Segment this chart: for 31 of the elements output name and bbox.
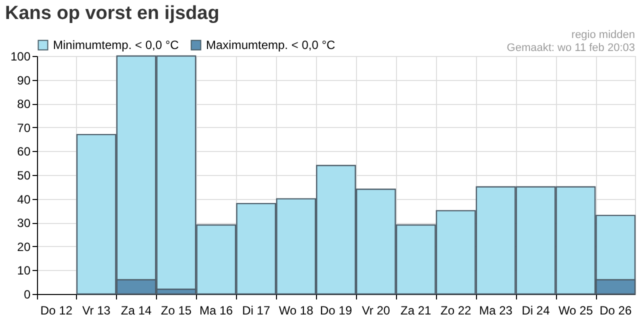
x-tick-label: Do 12 — [40, 304, 73, 318]
x-tick-label: Zo 15 — [160, 304, 192, 318]
x-tick-label: Vr 13 — [82, 304, 111, 318]
x-tick-label: Ma 16 — [199, 304, 234, 318]
y-tick-label: 0 — [24, 288, 31, 302]
x-tick-label: Za 21 — [400, 304, 432, 318]
legend-label: Maximumtemp. < 0,0 °C — [206, 38, 336, 52]
y-tick-label: 40 — [17, 192, 31, 206]
x-tick-label: Di 17 — [242, 304, 270, 318]
y-tick-label: 20 — [17, 240, 31, 254]
text: regio midden — [571, 29, 635, 41]
chart-title: Kans op vorst en ijsdag — [5, 3, 220, 24]
x-tick-label: Wo 18 — [278, 304, 314, 318]
text: Gemaakt: wo 11 feb 20:03 — [506, 42, 635, 54]
y-tick-label: 70 — [17, 120, 31, 135]
y-tick-label: 10 — [17, 264, 31, 278]
y-tick-label: 50 — [17, 168, 31, 182]
x-tick-label: Do 26 — [600, 304, 632, 318]
x-tick-label: Ma 23 — [479, 304, 513, 318]
x-tick-label: Vr 20 — [362, 304, 390, 318]
y-tick-label: 100 — [10, 50, 31, 64]
x-tick-label: Za 14 — [120, 304, 152, 318]
x-tick-label: Zo 22 — [440, 304, 472, 318]
y-tick-label: 30 — [17, 216, 31, 230]
x-tick-label: Wo 25 — [558, 304, 594, 318]
legend-label: Minimumtemp. < 0,0 °C — [53, 38, 180, 52]
y-tick-label: 80 — [17, 97, 31, 112]
y-tick-label: 90 — [17, 73, 31, 88]
x-tick-label: Di 24 — [522, 304, 550, 318]
x-tick-label: Do 19 — [320, 304, 352, 318]
y-tick-label: 60 — [17, 144, 31, 159]
